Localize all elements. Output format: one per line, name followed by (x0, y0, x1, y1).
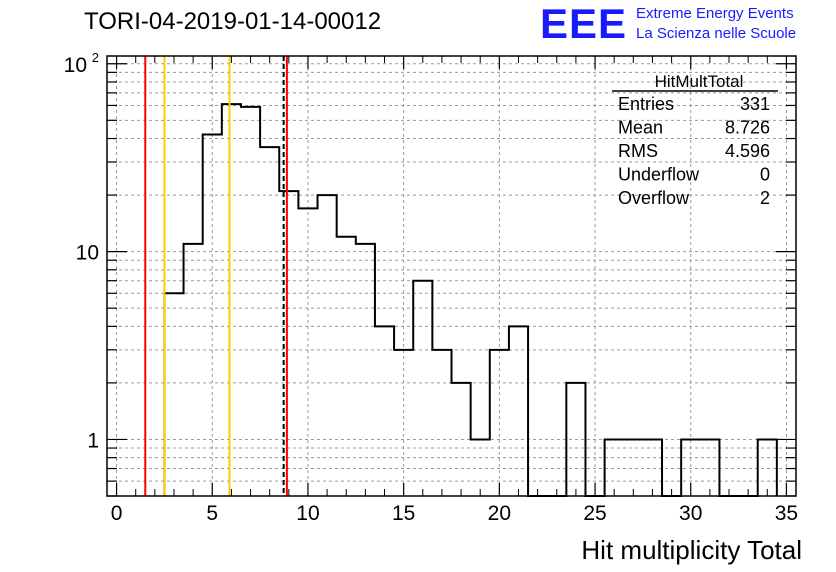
x-tick-label: 10 (296, 502, 319, 525)
stats-box-title: HitMultTotal (655, 72, 744, 91)
axis-frame (106, 55, 797, 497)
stats-value: 2 (760, 188, 770, 208)
y-tick-label: 10 (76, 242, 99, 265)
stats-value: 8.726 (725, 118, 770, 138)
logo-line-1: Extreme Energy Events (636, 5, 794, 22)
stats-label: Mean (618, 118, 663, 138)
x-tick-label: 35 (775, 502, 798, 525)
stats-label: Overflow (618, 188, 690, 208)
x-tick-label: 15 (392, 502, 415, 525)
x-axis-label: Hit multiplicity Total (581, 535, 802, 565)
stats-label: Entries (618, 94, 674, 114)
x-tick-label: 30 (679, 502, 702, 525)
y-tick-label: 1 (87, 429, 99, 452)
y-tick-label: 10 (64, 54, 87, 77)
grid-layer (107, 56, 796, 497)
x-tick-label: 0 (111, 502, 123, 525)
marker-layer (144, 56, 288, 496)
stats-value: 331 (740, 94, 770, 114)
logo-mark: EEE (540, 0, 628, 47)
eee-logo: EEE Extreme Energy Events La Scienza nel… (540, 2, 836, 46)
stats-box: HitMultTotal Entries 331 Mean 8.726 RMS 4.596 U… (612, 72, 778, 208)
stats-value: 0 (760, 165, 770, 185)
stats-value: 4.596 (725, 141, 770, 161)
plot-title: TORI-04-2019-01-14-00012 (84, 8, 382, 35)
x-tick-label: 5 (206, 502, 218, 525)
logo-line-2: La Scienza nelle Scuole (636, 25, 797, 42)
stats-label: Underflow (618, 165, 700, 185)
plot-area (107, 56, 796, 496)
stats-label: RMS (618, 141, 658, 161)
y-tick-label-exponent: 2 (92, 50, 99, 65)
x-tick-label: 25 (583, 502, 606, 525)
x-tick-label: 20 (488, 502, 511, 525)
